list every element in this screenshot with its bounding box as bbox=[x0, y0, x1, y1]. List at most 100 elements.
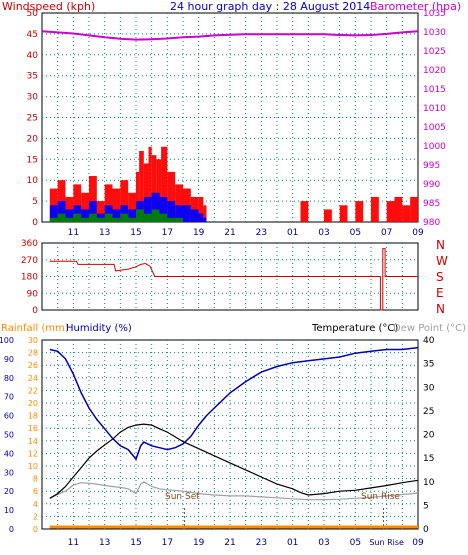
barometer-tick-label: 990 bbox=[423, 180, 440, 190]
humidity-tick-label: 40 bbox=[4, 449, 14, 458]
temp-x-tick-label: 11 bbox=[68, 538, 79, 548]
gust-bar bbox=[175, 184, 183, 222]
rainfall-tick-label: 14 bbox=[28, 437, 38, 446]
wind-x-tick-label: 17 bbox=[162, 228, 173, 238]
temp-x-tick-label: 09 bbox=[412, 538, 424, 548]
light-wind-bar bbox=[175, 217, 183, 222]
gust-bar bbox=[148, 146, 152, 222]
average-wind-bar bbox=[167, 201, 176, 222]
light-wind-bar bbox=[159, 213, 168, 222]
rainfall-tick-label: 28 bbox=[28, 349, 38, 358]
sunrise-label: Sun Rise bbox=[361, 492, 400, 502]
average-wind-bar bbox=[151, 192, 160, 222]
wind-direction-line bbox=[49, 248, 418, 311]
average-wind-bar bbox=[112, 209, 121, 222]
light-wind-bar bbox=[104, 213, 113, 222]
temperature-tick-label: 35 bbox=[423, 360, 434, 370]
light-wind-bar bbox=[120, 213, 129, 222]
gust-bar bbox=[139, 150, 144, 222]
wind-x-tick-label: 15 bbox=[130, 228, 141, 238]
humidity-tick-label: 100 bbox=[0, 336, 14, 345]
barometer-tick-label: 1010 bbox=[423, 104, 446, 114]
average-wind-bar bbox=[203, 217, 207, 222]
rainfall-tick-label: 6 bbox=[33, 487, 38, 496]
barometer-axis-label: Barometer (hpa) bbox=[370, 0, 461, 13]
compass-label-s: S bbox=[436, 270, 444, 284]
humidity-tick-label: 10 bbox=[4, 506, 14, 515]
gust-bar bbox=[167, 171, 176, 222]
direction-tick-label: 90 bbox=[27, 289, 39, 299]
gust-bar bbox=[136, 171, 140, 222]
light-wind-bar bbox=[151, 209, 160, 222]
average-wind-bar bbox=[190, 209, 199, 222]
axis-ticks: 0510152025303540455098098599099510001005… bbox=[0, 9, 446, 548]
wind-x-tick-label: 13 bbox=[99, 228, 110, 238]
light-wind-bar bbox=[65, 217, 74, 222]
windspeed-tick-label: 50 bbox=[27, 9, 39, 19]
temperature-tick-label: 40 bbox=[423, 336, 435, 346]
average-wind-bar bbox=[49, 205, 58, 222]
wind-x-tick-label: 03 bbox=[318, 228, 329, 238]
windspeed-tick-label: 5 bbox=[32, 197, 38, 207]
rainfall-tick-label: 12 bbox=[28, 449, 38, 458]
wind-x-tick-label: 21 bbox=[224, 228, 235, 238]
gust-bar bbox=[89, 176, 97, 222]
light-wind-bar bbox=[136, 209, 144, 222]
rainfall-tick-label: 10 bbox=[28, 462, 38, 471]
dewpoint-line bbox=[49, 481, 419, 501]
temp-x-tick-label: 03 bbox=[318, 538, 329, 548]
average-wind-bar bbox=[128, 209, 136, 222]
series-layer bbox=[41, 30, 419, 529]
temperature-tick-label: 20 bbox=[423, 431, 435, 441]
temperature-tick-label: 15 bbox=[423, 454, 434, 464]
barometer-tick-label: 1025 bbox=[423, 47, 446, 57]
temp-x-tick-label: 23 bbox=[256, 538, 267, 548]
wind-x-tick-label: 05 bbox=[350, 228, 361, 238]
rainfall-tick-label: 26 bbox=[28, 361, 38, 370]
gust-bar bbox=[120, 180, 129, 222]
direction-tick-label: 180 bbox=[21, 273, 38, 283]
barometer-tick-label: 1030 bbox=[423, 28, 446, 38]
temp-x-tick-label: 15 bbox=[130, 538, 141, 548]
rainfall-tick-label: 4 bbox=[33, 500, 38, 509]
humidity-tick-label: 30 bbox=[4, 468, 14, 477]
wind-x-tick-label: 01 bbox=[287, 228, 298, 238]
windspeed-tick-label: 15 bbox=[27, 155, 38, 165]
gust-bar bbox=[203, 205, 207, 222]
light-wind-bar bbox=[96, 217, 105, 222]
average-wind-bar bbox=[143, 196, 152, 222]
barometer-tick-label: 1035 bbox=[423, 9, 446, 19]
gust-bar bbox=[190, 196, 199, 222]
chart-title: 24 hour graph day : 28 August 2014 bbox=[170, 0, 370, 13]
windspeed-tick-label: 20 bbox=[27, 134, 39, 144]
gust-bar bbox=[371, 196, 379, 222]
barometer-tick-label: 1005 bbox=[423, 123, 446, 133]
wind-x-tick-label: 09 bbox=[412, 228, 424, 238]
temperature-tick-label: 30 bbox=[423, 383, 435, 393]
compass-label-n-bottom: N bbox=[436, 302, 445, 316]
direction-tick-label: 360 bbox=[21, 239, 38, 249]
gust-bar bbox=[112, 188, 121, 222]
gust-bar bbox=[143, 163, 149, 222]
gust-bar bbox=[339, 205, 348, 222]
rainfall-tick-label: 8 bbox=[33, 475, 38, 484]
windspeed-axis-label: Windspeed (kph) bbox=[2, 0, 95, 13]
humidity-tick-label: 80 bbox=[4, 374, 14, 383]
temperature-tick-label: 10 bbox=[423, 478, 435, 488]
average-wind-bar bbox=[198, 213, 204, 222]
average-wind-bar bbox=[65, 209, 74, 222]
temp-x-tick-label: 01 bbox=[287, 538, 298, 548]
compass-label-n-top: N bbox=[436, 238, 445, 252]
light-wind-bar bbox=[112, 217, 121, 222]
humidity-tick-label: 70 bbox=[4, 393, 14, 402]
gust-bar bbox=[161, 146, 168, 222]
barometer-tick-label: 1020 bbox=[423, 66, 446, 76]
light-wind-bar bbox=[81, 217, 89, 222]
humidity-axis-label: Humidity (%) bbox=[66, 323, 132, 334]
humidity-tick-label: 90 bbox=[4, 355, 14, 364]
rainfall-tick-label: 16 bbox=[28, 424, 38, 433]
compass-label-w: W bbox=[436, 254, 448, 268]
barometer-tick-label: 995 bbox=[423, 161, 440, 171]
light-wind-bar bbox=[73, 213, 82, 222]
